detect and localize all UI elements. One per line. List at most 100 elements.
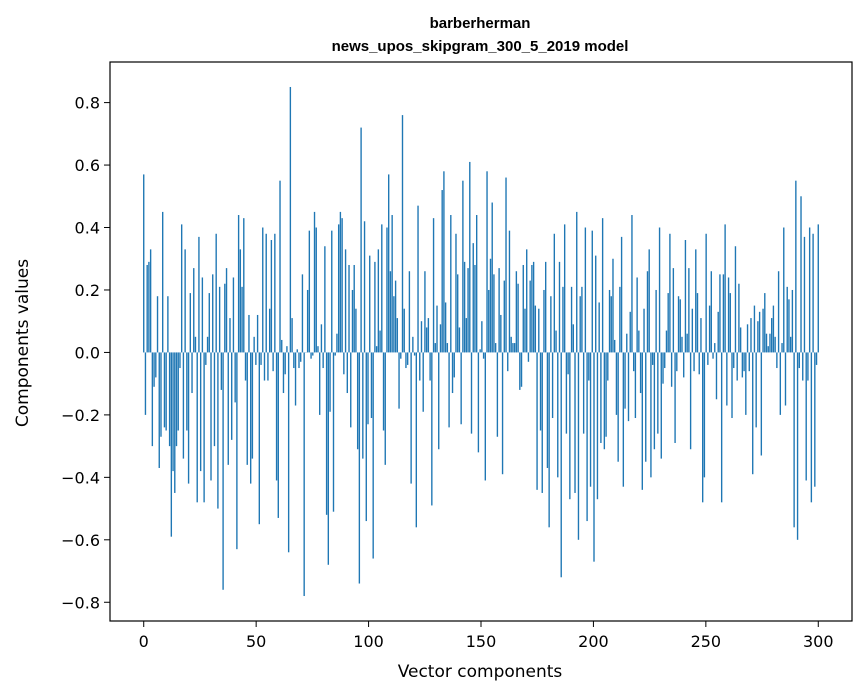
- bar: [608, 289, 611, 353]
- bar: [750, 318, 752, 353]
- bar: [620, 236, 623, 353]
- bar: [225, 268, 228, 353]
- bar: [182, 352, 185, 459]
- bar: [619, 286, 621, 353]
- bar: [165, 352, 167, 431]
- bar: [607, 352, 609, 381]
- bar: [432, 218, 435, 353]
- bar: [243, 218, 245, 353]
- bar: [413, 352, 416, 356]
- bar: [698, 352, 700, 375]
- bar: [194, 336, 197, 353]
- bar: [598, 302, 600, 353]
- bar: [419, 352, 421, 381]
- bar: [196, 352, 198, 503]
- bar: [334, 352, 336, 356]
- bar: [558, 261, 561, 353]
- chart-title-line-2: news_upos_skipgram_300_5_2019 model: [332, 38, 629, 55]
- bar: [765, 333, 768, 353]
- bar: [589, 352, 592, 487]
- bar: [482, 352, 485, 359]
- bar: [337, 224, 340, 353]
- bar: [681, 336, 683, 353]
- bar: [351, 289, 354, 353]
- bar: [493, 274, 495, 353]
- bar: [489, 258, 492, 353]
- bar: [710, 271, 712, 353]
- bar: [724, 224, 726, 353]
- bar: [534, 305, 537, 353]
- bar: [374, 261, 376, 353]
- bar: [512, 343, 514, 353]
- bar: [300, 352, 302, 362]
- bar: [356, 352, 359, 450]
- bar: [284, 352, 286, 375]
- bar: [348, 264, 350, 353]
- bar: [648, 249, 650, 353]
- bar: [199, 352, 202, 472]
- y-tick-label: 0.4: [75, 219, 100, 238]
- bar: [789, 336, 792, 353]
- bar: [631, 215, 633, 353]
- bar: [645, 352, 647, 462]
- bar: [553, 233, 556, 353]
- bar: [584, 227, 587, 353]
- bar: [565, 352, 568, 434]
- bar: [179, 352, 181, 369]
- bar: [615, 352, 618, 415]
- bar: [227, 352, 229, 465]
- bar: [665, 330, 668, 353]
- bar: [600, 352, 602, 443]
- bar: [634, 352, 637, 419]
- bar: [453, 352, 455, 378]
- bar: [451, 352, 454, 394]
- bar: [746, 324, 749, 353]
- bar: [469, 161, 471, 353]
- bar: [320, 324, 323, 353]
- bar: [439, 324, 442, 353]
- y-tick-label: 0.6: [75, 156, 100, 175]
- bar: [175, 352, 178, 447]
- bar: [662, 352, 664, 384]
- bar: [702, 352, 704, 503]
- bar: [501, 352, 504, 475]
- bar: [755, 352, 757, 428]
- bar: [246, 352, 248, 465]
- bar: [358, 352, 361, 584]
- bar: [513, 343, 516, 353]
- bar: [301, 274, 304, 353]
- bar: [346, 352, 348, 394]
- bar: [236, 352, 238, 550]
- bar: [629, 311, 631, 353]
- bar: [491, 202, 493, 353]
- bar: [229, 318, 231, 353]
- bar: [601, 218, 604, 353]
- bar: [505, 177, 507, 353]
- y-tick-label: −0.8: [61, 593, 100, 612]
- bar: [688, 268, 690, 353]
- bar: [398, 352, 400, 409]
- bar: [808, 227, 811, 353]
- bar: [617, 352, 619, 462]
- bar: [193, 268, 195, 353]
- bar: [294, 352, 297, 406]
- bar: [268, 308, 271, 353]
- bar: [595, 255, 597, 353]
- bar: [424, 271, 426, 353]
- y-axis-ticks: −0.8 −0.6 −0.4 −0.2 0.0 0.2 0.4 0.6 0.8: [61, 94, 110, 612]
- x-tick-label: 250: [691, 632, 722, 651]
- bar: [391, 215, 393, 353]
- bar: [362, 352, 364, 459]
- chart-title-line-1: barberherman: [430, 15, 531, 32]
- bar: [410, 352, 412, 484]
- bar: [457, 274, 459, 353]
- bar: [474, 264, 476, 353]
- bar: [287, 352, 290, 553]
- bar: [786, 286, 788, 353]
- bar: [674, 352, 676, 443]
- bar: [422, 352, 424, 412]
- bar: [406, 352, 409, 365]
- bar: [579, 296, 581, 353]
- x-tick-label: 200: [578, 632, 609, 651]
- bar: [605, 352, 607, 437]
